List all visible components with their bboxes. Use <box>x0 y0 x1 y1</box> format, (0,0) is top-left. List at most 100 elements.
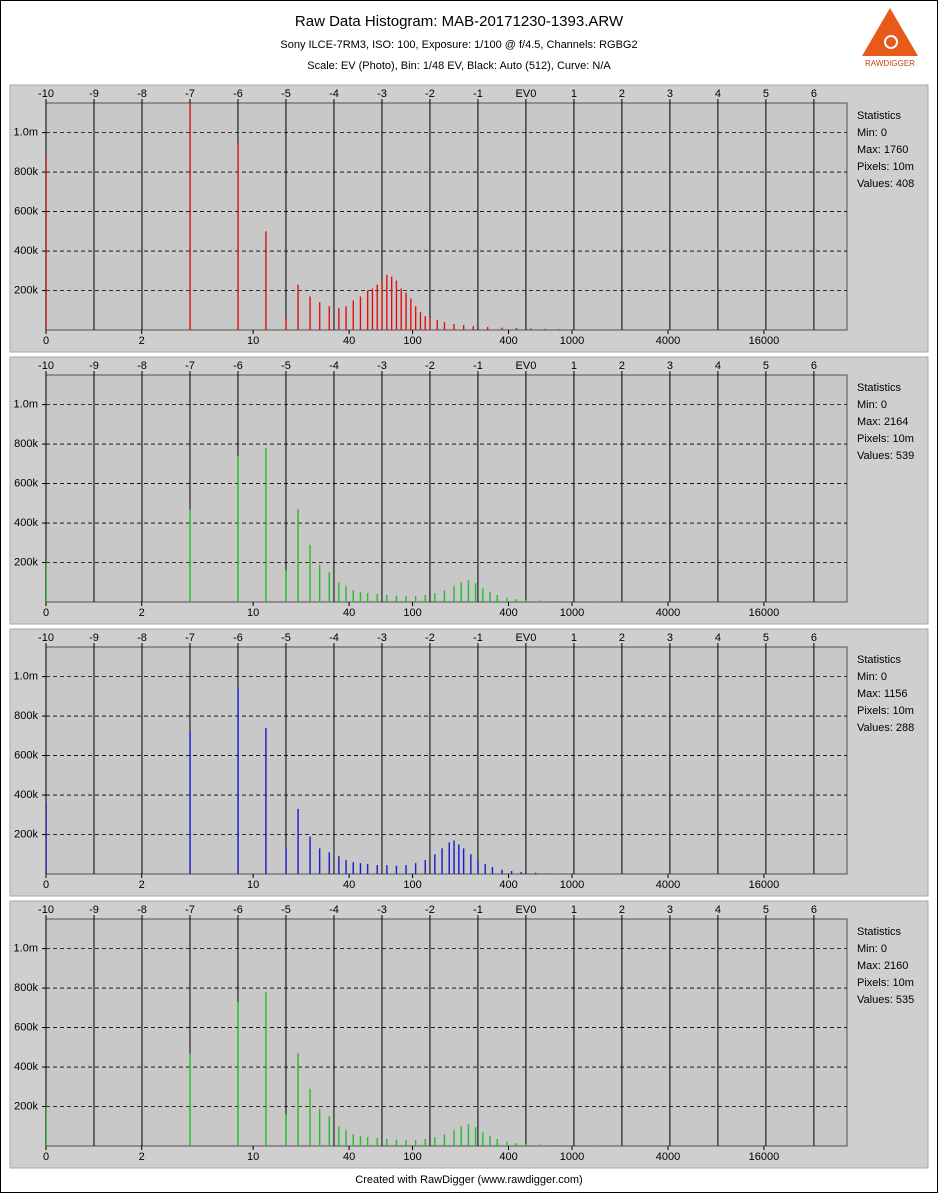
histogram-bar <box>484 864 486 874</box>
histogram-bar <box>453 840 455 874</box>
histogram-bar <box>189 731 191 874</box>
histogram-bar <box>265 231 267 330</box>
histogram-bar <box>424 595 426 602</box>
statistics-text: Statistics <box>857 110 902 122</box>
y-tick-label: 200k <box>14 828 38 840</box>
histogram-bar <box>237 142 239 330</box>
x-tick-label: -4 <box>329 88 339 100</box>
x-tick-label: -10 <box>38 632 54 644</box>
x-tick-label: -9 <box>89 632 99 644</box>
x2-tick-label: 400 <box>499 607 517 619</box>
statistics-text: Min: 0 <box>857 127 887 139</box>
histogram-bar <box>410 298 412 330</box>
histogram-bar <box>414 306 417 330</box>
x-tick-label: -2 <box>425 360 435 372</box>
histogram-bar <box>539 600 542 602</box>
histogram-bar <box>189 1053 191 1146</box>
histogram-bar <box>46 156 47 330</box>
histogram-bar <box>297 509 299 602</box>
x2-tick-label: 1000 <box>560 607 584 619</box>
histogram-bar <box>285 570 287 602</box>
histogram-bar <box>237 1001 239 1146</box>
histogram-bar <box>285 848 287 874</box>
x-tick-label: EV0 <box>516 88 537 100</box>
statistics-text: Statistics <box>857 926 902 938</box>
x-tick-label: -4 <box>329 632 339 644</box>
histogram-bar <box>443 590 446 602</box>
x-tick-label: 1 <box>571 632 577 644</box>
y-tick-label: 400k <box>14 789 38 801</box>
x-tick-label: 2 <box>619 88 625 100</box>
x2-tick-label: 0 <box>43 335 49 347</box>
histogram-bar <box>525 1144 527 1146</box>
histogram-bar <box>534 872 537 874</box>
histogram-bar <box>366 1137 369 1146</box>
histogram-bar <box>352 590 354 602</box>
histogram-bar <box>405 292 407 330</box>
histogram-bar <box>345 306 347 330</box>
histogram-bar <box>338 582 340 602</box>
histogram-bar <box>506 597 508 602</box>
histogram-bar <box>460 582 462 602</box>
histogram-bar <box>443 1134 446 1146</box>
histogram-bar <box>515 1143 518 1146</box>
x-tick-label: -4 <box>329 904 339 916</box>
histogram-bar <box>46 562 47 602</box>
histogram-bar <box>376 594 378 602</box>
x2-tick-label: 40 <box>343 335 355 347</box>
y-tick-label: 200k <box>14 1100 38 1112</box>
x2-tick-label: 2 <box>139 1151 145 1163</box>
x-tick-label: 4 <box>715 88 721 100</box>
histogram-bar <box>414 1140 417 1146</box>
x-tick-label: -5 <box>281 632 291 644</box>
x-tick-label: 5 <box>763 632 769 644</box>
x-tick-label: -10 <box>38 904 54 916</box>
y-tick-label: 800k <box>14 982 38 994</box>
x-tick-label: -1 <box>473 360 483 372</box>
x-tick-label: EV0 <box>516 632 537 644</box>
x-tick-label: -10 <box>38 88 54 100</box>
x2-tick-label: 1000 <box>560 335 584 347</box>
histogram-bar <box>554 601 556 602</box>
statistics-text: Values: 288 <box>857 722 914 734</box>
histogram-bar <box>489 1136 491 1146</box>
y-tick-label: 400k <box>14 517 38 529</box>
y-tick-label: 200k <box>14 556 38 568</box>
x-tick-label: 4 <box>715 904 721 916</box>
histogram-bar <box>359 863 362 874</box>
x-tick-label: -7 <box>185 88 195 100</box>
statistics-text: Statistics <box>857 382 902 394</box>
y-tick-label: 600k <box>14 749 38 761</box>
x2-tick-label: 40 <box>343 1151 355 1163</box>
histogram-bar <box>510 871 513 874</box>
histogram-bar <box>424 316 426 330</box>
histogram-bar <box>359 592 362 602</box>
histogram-bar <box>474 583 477 602</box>
histogram-bar <box>496 595 498 602</box>
x-tick-label: -1 <box>473 904 483 916</box>
histogram-bar <box>359 1136 362 1146</box>
x2-tick-label: 10 <box>247 1151 259 1163</box>
x-tick-label: -3 <box>377 904 387 916</box>
histogram-bar <box>46 1106 47 1146</box>
histogram-bar <box>345 1130 347 1146</box>
x2-tick-label: 4000 <box>656 1151 680 1163</box>
plot-area <box>45 646 848 875</box>
x-tick-label: -2 <box>425 88 435 100</box>
logo-mark <box>884 35 898 49</box>
x2-tick-label: 4000 <box>656 335 680 347</box>
histogram-bar <box>265 727 267 874</box>
histogram-bar <box>443 322 446 330</box>
x-tick-label: 6 <box>811 632 817 644</box>
x-tick-label: 3 <box>667 88 673 100</box>
statistics-text: Pixels: 10m <box>857 433 914 445</box>
x-tick-label: -4 <box>329 360 339 372</box>
histogram-bar <box>405 1140 407 1146</box>
x-tick-label: -8 <box>137 632 147 644</box>
x-tick-label: -2 <box>425 632 435 644</box>
histogram-bar <box>297 284 299 330</box>
y-tick-label: 600k <box>14 1021 38 1033</box>
